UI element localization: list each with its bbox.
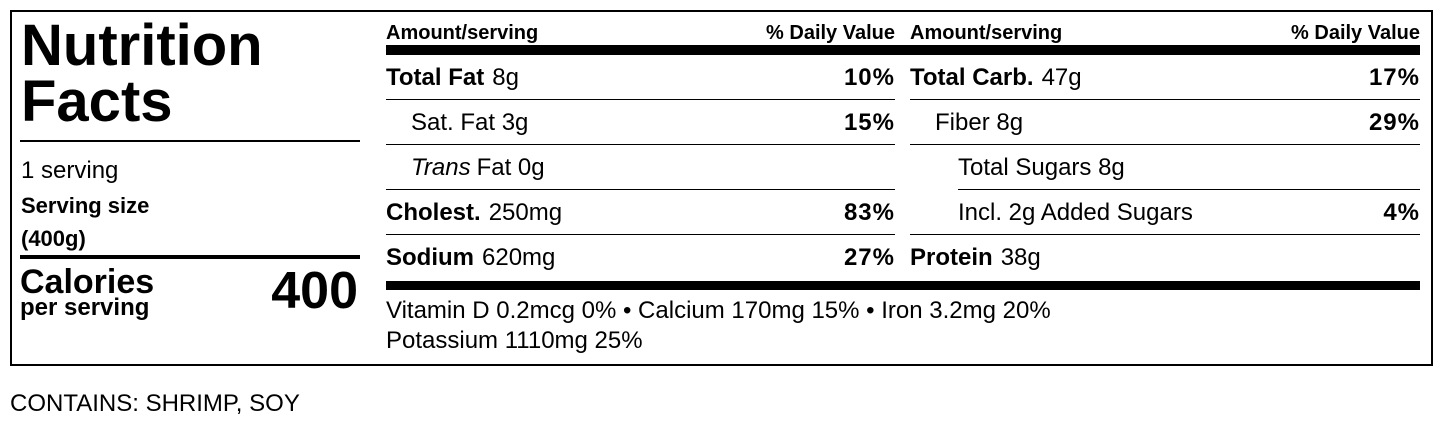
nutrient-row: Total Fat 8g 10% (386, 56, 895, 100)
vitamins: Vitamin D 0.2mcg 0% • Calcium 170mg 15% … (386, 296, 1051, 356)
nutrient-row: Fiber 8g 29% (910, 101, 1420, 145)
nutrient-name: Cholest. (386, 198, 481, 226)
nutrient-row: Trans Fat 0g (386, 146, 895, 190)
nutrient-name: Total Carb. (910, 63, 1034, 91)
nutrient-amount: 8g (492, 63, 519, 91)
nutrient-name: Incl. 2g Added Sugars (958, 198, 1193, 226)
amount-header: Amount/serving (910, 22, 1063, 44)
nutrient-name: Total Sugars 8g (958, 153, 1125, 181)
rule (20, 140, 360, 142)
serving-size: Serving size (400g) (21, 193, 150, 251)
nutrient-row: Total Carb. 47g 17% (910, 56, 1420, 100)
nutrient-amount: 250mg (488, 198, 563, 226)
servings: 1 serving (21, 157, 119, 184)
nutrient-name: Fiber 8g (935, 108, 1024, 136)
thick-rule (386, 45, 1420, 55)
nutrient-amount: 38g (1000, 244, 1041, 271)
calories: 400 (271, 262, 358, 320)
daily-value: 83% (843, 198, 895, 226)
nutrient-row: Sat. Fat 3g 15% (386, 101, 895, 145)
nutrient-name: Protein (910, 244, 993, 271)
nutrient-row: Sodium 620mg 27% (386, 236, 895, 280)
contains: CONTAINS: SHRIMP, SOY (10, 390, 300, 417)
nutrient-name: Fat 0g (476, 153, 545, 181)
nutrient-amount: 620mg (482, 244, 556, 271)
dv-header: % Daily Value (766, 22, 895, 44)
daily-value: 4% (1383, 198, 1420, 226)
nutrient-name: Total Fat (386, 63, 485, 91)
dv-header: % Daily Value (1291, 22, 1420, 44)
nutrient-row: Protein 38g (910, 236, 1420, 280)
label-box (10, 10, 1433, 366)
daily-value: 17% (1368, 63, 1420, 91)
amount-header: Amount/serving (386, 22, 539, 44)
nutrient-row: Total Sugars 8g (958, 146, 1420, 190)
nutrient-name: Sat. Fat 3g (411, 108, 529, 136)
daily-value: 15% (843, 108, 895, 136)
daily-value: 10% (843, 63, 895, 91)
calories-label: Calories (20, 263, 155, 301)
vitamin-line: Potassium 1110mg 25% (386, 327, 643, 354)
nutrient-name: Sodium (386, 244, 474, 271)
thick-rule (386, 281, 1420, 290)
nutrient-amount: 47g (1041, 63, 1082, 91)
title: Nutrition Facts (21, 13, 263, 134)
daily-value: 27% (843, 244, 895, 271)
nutrient-row: Cholest. 250mg 83% (386, 191, 895, 235)
nutrient-row: Incl. 2g Added Sugars 4% (910, 191, 1420, 235)
vitamin-line: Vitamin D 0.2mcg 0% • Calcium 170mg 15% … (386, 297, 1051, 324)
daily-value: 29% (1368, 108, 1420, 136)
nutrient-name-italic: Trans (411, 153, 471, 181)
rule (20, 255, 360, 259)
calories-sub: per serving (20, 294, 150, 321)
